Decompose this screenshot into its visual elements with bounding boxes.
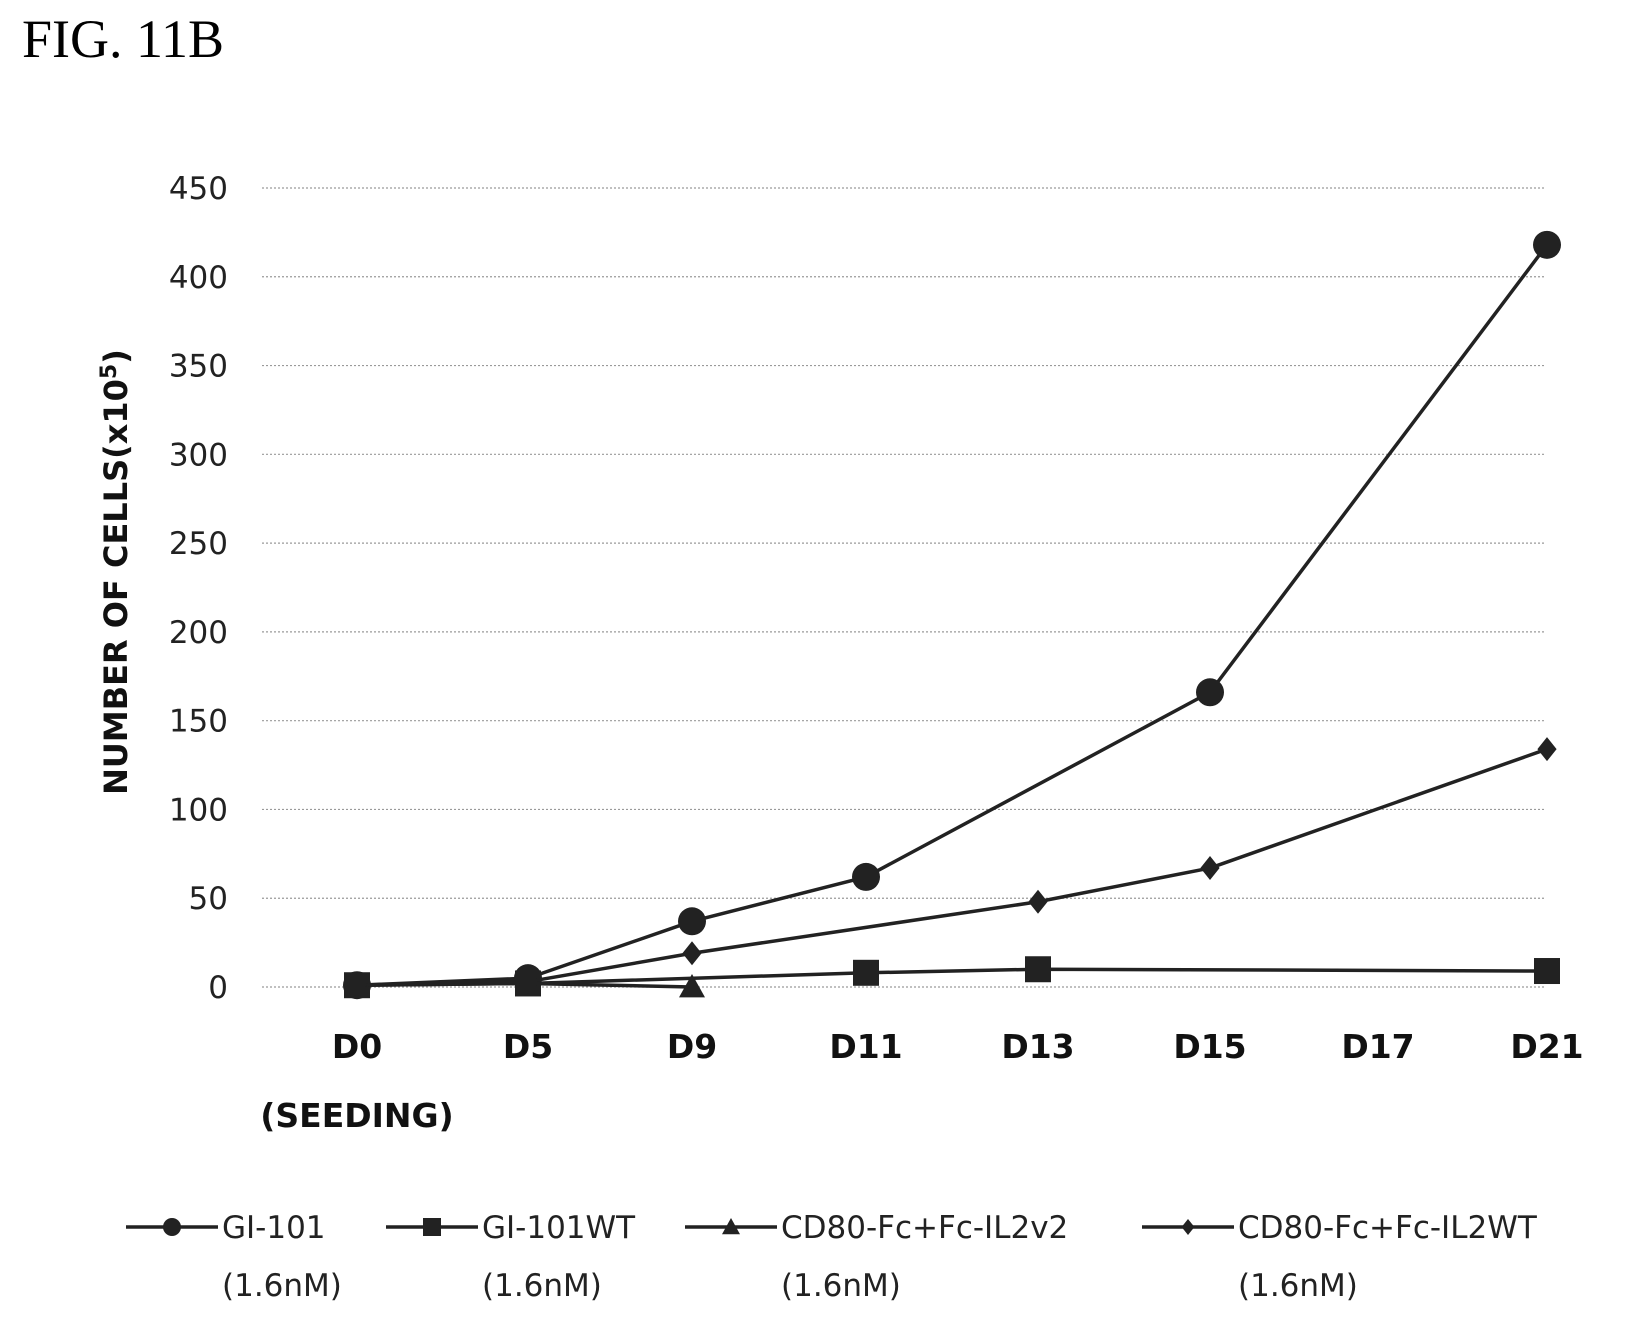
y-tick-label: 50	[189, 881, 228, 917]
x-tick-label: D9	[667, 1027, 717, 1066]
data-point-triangle	[679, 974, 705, 998]
data-point-square	[1025, 956, 1051, 983]
x-tick-label: D15	[1173, 1027, 1246, 1066]
data-point-circle	[1533, 230, 1561, 259]
y-tick-label: 0	[208, 970, 228, 1006]
data-point-diamond	[518, 969, 538, 994]
data-point-diamond	[1028, 889, 1048, 914]
series-diamond	[347, 737, 1557, 998]
series-circle	[343, 230, 1561, 1000]
y-tick-label: 350	[169, 349, 228, 385]
data-point-triangle	[722, 1218, 740, 1235]
x-axis-ticks: D0 (SEEDING) D5 D9 D11 D13 D15 D17 D21	[260, 1027, 1583, 1135]
y-tick-label: 200	[169, 615, 228, 651]
legend-sublabel: (1.6nM)	[482, 1268, 602, 1304]
y-tick-label: 250	[169, 526, 228, 562]
series-line	[356, 747, 1548, 987]
data-point-circle	[1196, 678, 1224, 707]
y-tick-label: 150	[169, 704, 228, 740]
legend-label: CD80-Fc+Fc-IL2v2	[781, 1210, 1068, 1246]
y-axis-ticks: 0 50 100 150 200 250 300 350 400 450	[169, 171, 228, 1006]
data-point-circle	[852, 862, 880, 891]
data-point-diamond	[1181, 1219, 1195, 1235]
data-point-circle	[678, 907, 706, 936]
y-tick-label: 300	[169, 437, 228, 473]
data-series	[343, 230, 1561, 1000]
series-line	[356, 243, 1549, 987]
x-tick-label: D11	[829, 1027, 902, 1066]
data-point-diamond	[1200, 856, 1220, 881]
data-point-diamond	[682, 941, 702, 966]
data-point-square	[423, 1218, 441, 1236]
x-tick-label: D5	[503, 1027, 553, 1066]
figure-label: FIG. 11B	[22, 9, 225, 69]
legend-sublabel: (1.6nM)	[781, 1268, 901, 1304]
data-point-diamond	[347, 973, 367, 998]
legend-label: CD80-Fc+Fc-IL2WT	[1238, 1210, 1538, 1246]
x-tick-label: D13	[1001, 1027, 1074, 1066]
legend-sublabel: (1.6nM)	[1238, 1268, 1358, 1304]
y-tick-label: 450	[169, 171, 228, 207]
y-tick-label: 100	[169, 792, 228, 828]
data-point-diamond	[1537, 737, 1557, 762]
data-point-circle	[163, 1218, 181, 1236]
x-tick-label: D21	[1510, 1027, 1583, 1066]
legend-sublabel: (1.6nM)	[222, 1268, 342, 1304]
data-point-square	[1534, 958, 1560, 985]
x-tick-label: D0	[332, 1027, 382, 1066]
data-point-square	[853, 959, 879, 986]
x-tick-label: D17	[1341, 1027, 1414, 1066]
legend: GI-101 (1.6nM) GI-101WT (1.6nM) CD80-Fc+Fc-I…	[126, 1210, 1538, 1304]
gridlines	[262, 187, 1545, 988]
x-tick-sublabel: (SEEDING)	[260, 1096, 453, 1135]
y-tick-label: 400	[169, 260, 228, 296]
legend-label: GI-101WT	[482, 1210, 636, 1246]
y-axis-label: NUMBER OF CELLS(x105)	[97, 349, 135, 795]
legend-label: GI-101	[222, 1210, 326, 1246]
